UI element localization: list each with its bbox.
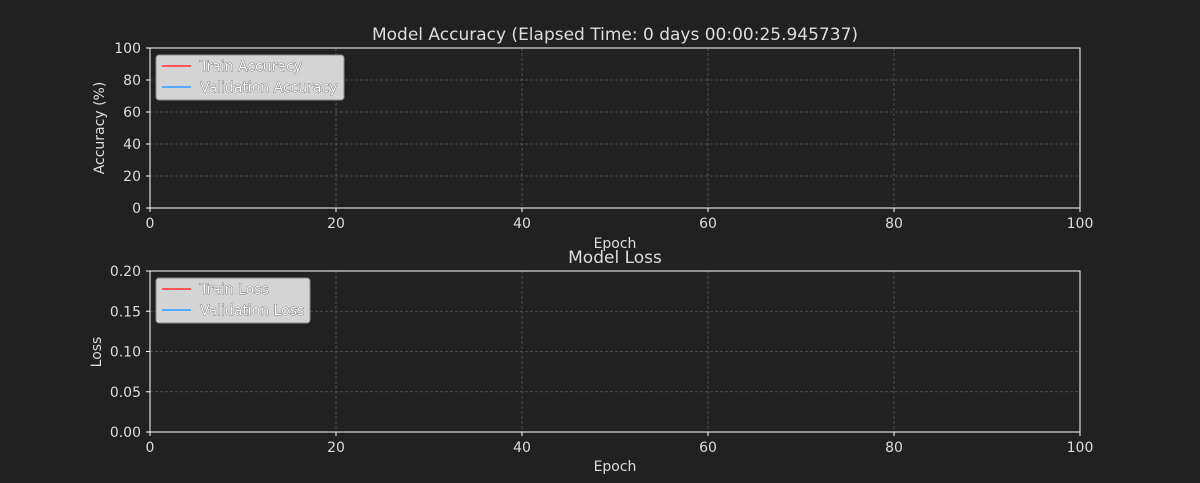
accuracy-y-tick-label: 80 xyxy=(123,73,141,89)
loss-y-tick-label: 0.05 xyxy=(110,385,141,401)
loss-chart: Model Loss 0 20 40 60 80 100 0.00 0.05 0.10 0.15… xyxy=(89,248,1093,475)
loss-y-tick-label: 0.10 xyxy=(110,345,141,361)
accuracy-y-tick-label: 0 xyxy=(132,201,141,217)
accuracy-y-axis-label: Accuracy (%) xyxy=(92,82,108,175)
loss-x-tick-label: 60 xyxy=(699,440,717,456)
accuracy-x-tick-label: 100 xyxy=(1067,216,1094,232)
loss-x-axis-label: Epoch xyxy=(594,459,637,475)
accuracy-x-tick-label: 60 xyxy=(699,216,717,232)
accuracy-legend: Train Accuracy Validation Accuracy xyxy=(155,54,345,101)
accuracy-x-tick-label: 20 xyxy=(327,216,345,232)
accuracy-x-tick-label: 80 xyxy=(885,216,903,232)
loss-x-tick-label: 100 xyxy=(1067,440,1094,456)
accuracy-x-axis-label: Epoch xyxy=(594,236,637,252)
loss-y-axis-label: Loss xyxy=(89,337,105,368)
legend-label-validation-loss: Validation Loss xyxy=(200,303,304,319)
accuracy-plot-frame xyxy=(149,47,1081,209)
accuracy-chart: Model Accuracy (Elapsed Time: 0 days 00:… xyxy=(92,25,1093,252)
accuracy-axes xyxy=(149,47,1081,209)
loss-x-tick-label: 80 xyxy=(885,440,903,456)
loss-y-tick-label: 0.00 xyxy=(110,425,141,441)
accuracy-x-tick-label: 0 xyxy=(146,216,155,232)
loss-chart-title: Model Loss xyxy=(568,248,662,268)
loss-x-tick-label: 0 xyxy=(146,440,155,456)
loss-y-ticks: 0.00 0.05 0.10 0.15 0.20 xyxy=(110,264,150,441)
accuracy-x-tick-label: 40 xyxy=(513,216,531,232)
accuracy-legend-box xyxy=(155,54,345,101)
legend-label-train-loss: Train Loss xyxy=(199,282,269,298)
legend-label-validation-accuracy: Validation Accuracy xyxy=(200,80,338,96)
loss-x-ticks: 0 20 40 60 80 100 xyxy=(146,432,1094,456)
accuracy-y-ticks: 0 20 40 60 80 100 xyxy=(114,41,150,217)
accuracy-chart-title: Model Accuracy (Elapsed Time: 0 days 00:… xyxy=(372,25,858,45)
loss-x-tick-label: 20 xyxy=(327,440,345,456)
accuracy-y-tick-label: 40 xyxy=(123,137,141,153)
accuracy-grid xyxy=(150,48,1080,208)
legend-label-train-accuracy: Train Accuracy xyxy=(199,59,302,75)
loss-x-tick-label: 40 xyxy=(513,440,531,456)
loss-y-tick-label: 0.20 xyxy=(110,264,141,280)
loss-legend: Train Loss Validation Loss xyxy=(155,277,311,324)
accuracy-y-tick-label: 20 xyxy=(123,169,141,185)
accuracy-x-ticks: 0 20 40 60 80 100 xyxy=(146,208,1094,232)
loss-legend-box xyxy=(155,277,311,324)
accuracy-y-tick-label: 100 xyxy=(114,41,141,57)
accuracy-y-tick-label: 60 xyxy=(123,105,141,121)
loss-y-tick-label: 0.15 xyxy=(110,304,141,320)
